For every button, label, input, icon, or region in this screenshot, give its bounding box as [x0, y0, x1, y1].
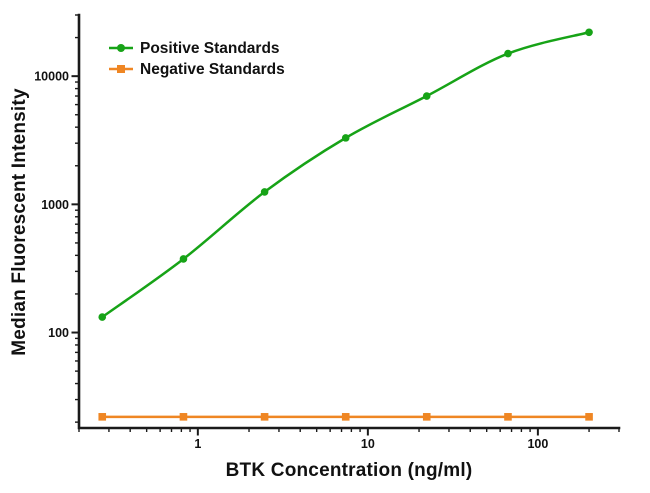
positive-series-marker — [422, 92, 431, 100]
legend-item-negative: Negative Standards — [109, 61, 285, 78]
y-tick-label: 100 — [48, 326, 69, 340]
negative-series-marker — [260, 413, 269, 421]
negative-series-marker — [98, 413, 107, 421]
negative-series-marker — [341, 413, 350, 421]
negative-series-marker — [179, 413, 188, 421]
x-axis-title: BTK Concentration (ng/ml) — [226, 460, 473, 481]
positive-series-marker — [341, 134, 350, 142]
positive-legend-label: Positive Standards — [140, 40, 280, 57]
x-tick-label: 10 — [361, 437, 375, 451]
negative-legend-square-icon — [117, 65, 125, 73]
positive-series-marker — [585, 28, 593, 37]
positive-series-marker — [98, 313, 107, 321]
negative-legend-label: Negative Standards — [140, 61, 285, 78]
x-tick-label: 1 — [194, 437, 201, 451]
y-tick-label: 1000 — [41, 198, 69, 212]
y-tick-label: 10000 — [34, 70, 69, 84]
positive-series-marker — [504, 49, 512, 58]
x-tick-label: 100 — [527, 437, 548, 451]
y-axis-title: Median Fluorescent Intensity — [9, 88, 30, 356]
positive-legend-circle-icon — [117, 44, 125, 52]
plot-area: 1 10 100 100 1000 10000 — [34, 13, 621, 451]
legend: Positive Standards Negative Standards — [109, 40, 285, 78]
legend-item-positive: Positive Standards — [109, 40, 280, 57]
positive-series-marker — [179, 255, 188, 263]
negative-series-marker — [504, 413, 512, 421]
positive-series-marker — [260, 188, 269, 196]
negative-series-marker — [422, 413, 431, 421]
negative-series-marker — [585, 413, 593, 421]
